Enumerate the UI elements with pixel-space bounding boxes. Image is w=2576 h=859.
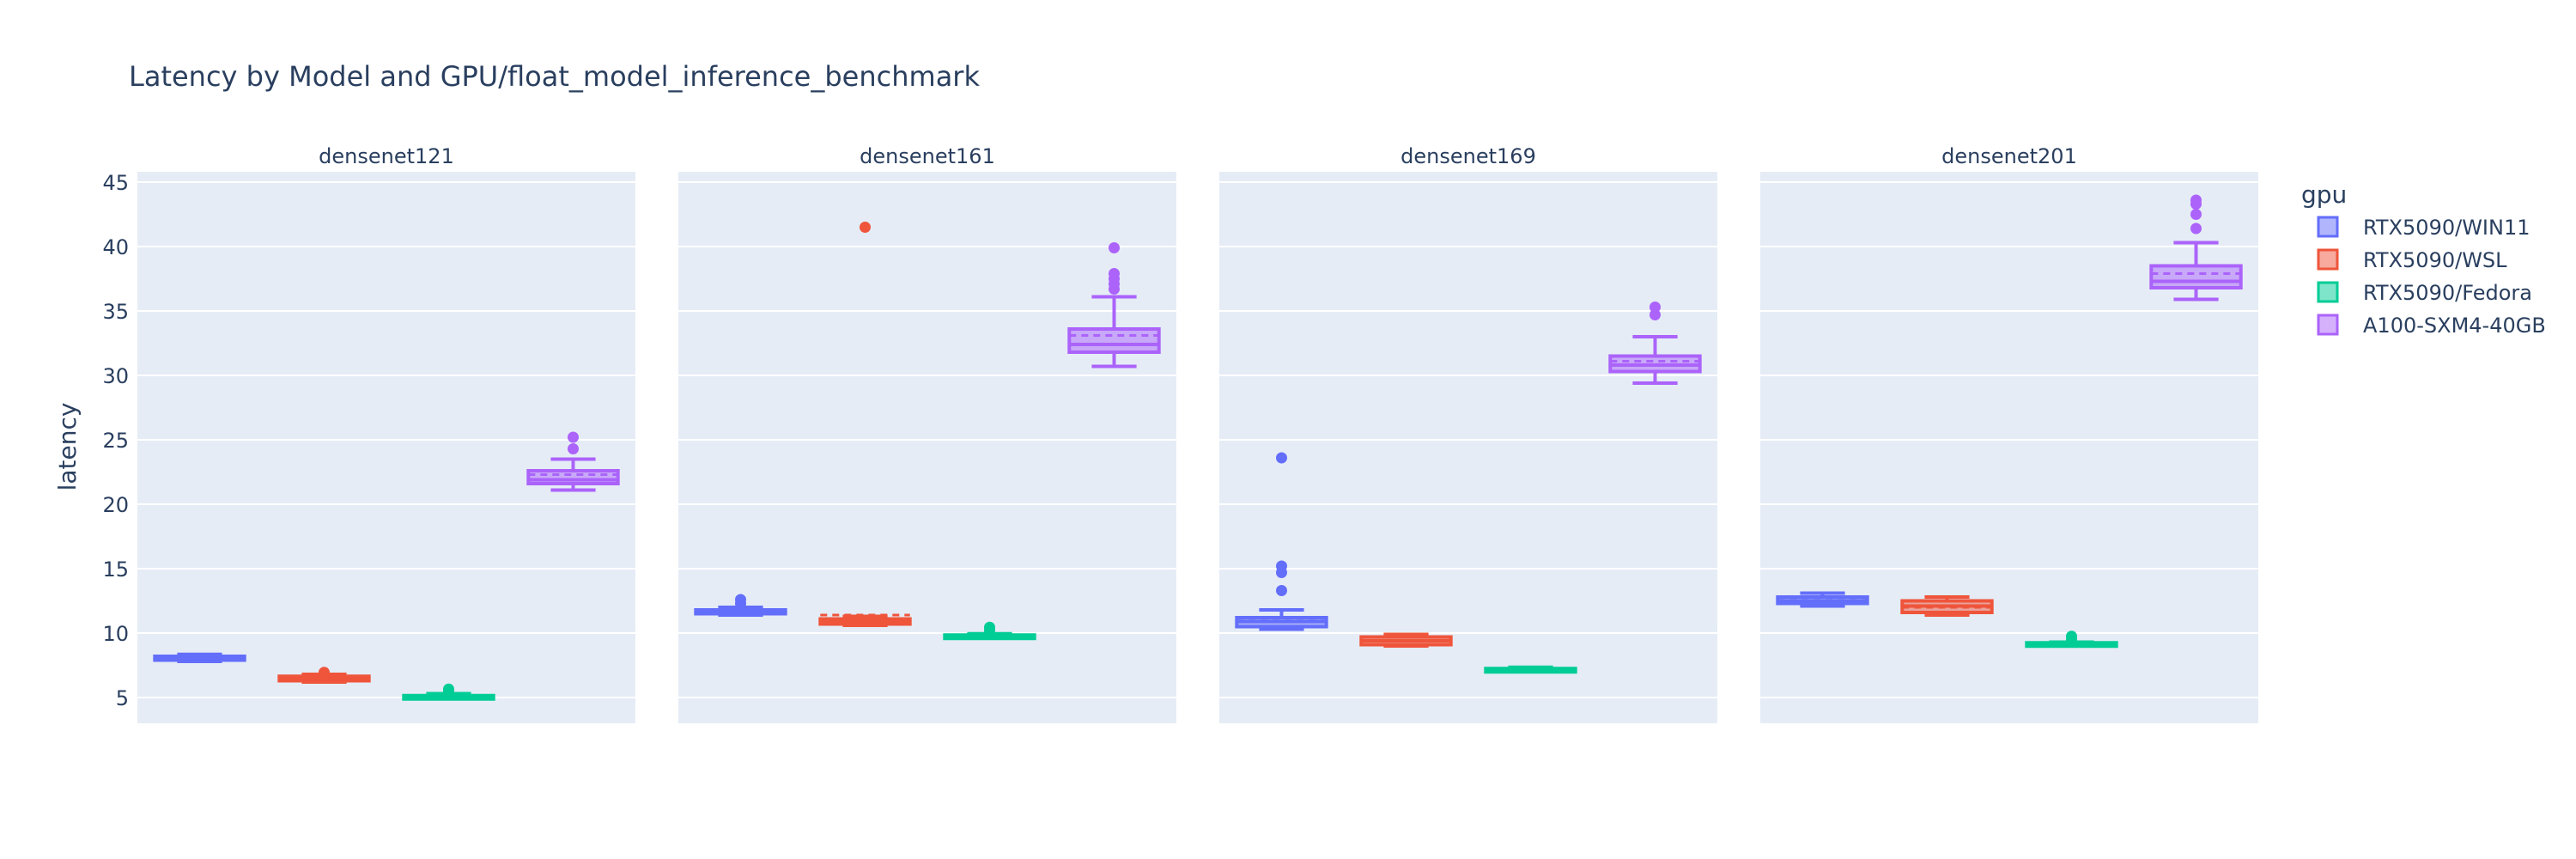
box-A100-SXM4-40GB[interactable] [1608,302,1702,385]
plot-background [678,172,1176,723]
box-iqr[interactable] [526,469,620,485]
box-RTX5090/WSL[interactable] [1359,632,1453,648]
box-RTX5090/WIN11[interactable] [1776,591,1869,608]
y-tick-label: 30 [102,364,129,388]
outlier-point[interactable] [735,594,746,606]
legend-swatch [2317,314,2339,336]
outlier-point[interactable] [443,683,454,695]
legend-items[interactable]: RTX5090/WIN11 RTX5090/WSL RTX5090/Fedora A1… [2317,216,2546,338]
facet-title: densenet169 [1400,144,1536,168]
box-A100-SXM4-40GB[interactable] [2149,194,2243,302]
y-tick-label: 40 [102,235,129,259]
outlier-point[interactable] [2190,194,2202,206]
y-tick-label: 45 [102,171,129,195]
legend-item-RTX5090/WSL[interactable]: RTX5090/WSL [2317,248,2507,272]
box-RTX5090/Fedora[interactable] [2025,631,2118,649]
legend-swatch [2317,248,2339,271]
legend-label: RTX5090/WIN11 [2363,216,2530,240]
y-tick-label: 10 [102,622,129,646]
legend-label: RTX5090/Fedora [2363,281,2532,305]
facet-title: densenet201 [1941,144,2077,168]
legend-item-A100-SXM4-40GB[interactable]: A100-SXM4-40GB [2317,314,2546,338]
outlier-point[interactable] [319,667,330,679]
box-RTX5090/WIN11[interactable] [153,652,246,663]
outlier-point[interactable] [984,621,995,633]
plot-background [137,172,635,723]
facet-panel-densenet201: densenet201 [1760,144,2258,723]
outlier-point[interactable] [1109,268,1120,279]
chart-title: Latency by Model and GPU/float_model_inf… [129,60,980,93]
legend-label: RTX5090/WSL [2363,248,2507,272]
facet-panel-densenet121: densenet121 [137,144,635,723]
outlier-point[interactable] [568,431,579,443]
outlier-point[interactable] [2066,631,2077,643]
y-tick-label: 25 [102,429,129,453]
box-RTX5090/WIN11[interactable] [1235,452,1328,631]
outlier-point[interactable] [1649,302,1661,313]
outlier-point[interactable] [568,443,579,454]
box-RTX5090/Fedora[interactable] [1484,665,1577,674]
y-axis-title: latency [53,403,82,491]
box-A100-SXM4-40GB[interactable] [526,431,620,492]
facet-title: densenet121 [319,144,454,168]
plot-background [1760,172,2258,723]
box-RTX5090/WSL[interactable] [277,667,371,684]
outlier-point[interactable] [1276,452,1287,464]
y-tick-label: 15 [102,557,129,582]
y-axis-ticks: 5 10 15 20 25 30 35 40 45 [102,171,129,710]
facet-panel-densenet169: densenet169 [1219,144,1717,723]
plot-background [1219,172,1717,723]
legend[interactable]: gpu RTX5090/WIN11 RTX5090/WSL RTX5090/Fedo… [2301,180,2546,338]
box-RTX5090/Fedora[interactable] [943,621,1036,641]
outlier-point[interactable] [2190,209,2202,220]
legend-swatch [2317,216,2339,238]
outlier-point[interactable] [1109,242,1120,253]
legend-label: A100-SXM4-40GB [2363,314,2546,338]
legend-item-RTX5090/Fedora[interactable]: RTX5090/Fedora [2317,281,2532,305]
box-RTX5090/WSL[interactable] [1900,595,1994,617]
legend-title: gpu [2301,180,2347,209]
box-RTX5090/Fedora[interactable] [402,683,495,701]
outlier-point[interactable] [1276,560,1287,572]
box-iqr[interactable] [2149,264,2243,289]
legend-item-RTX5090/WIN11[interactable]: RTX5090/WIN11 [2317,216,2530,240]
y-tick-label: 5 [116,686,129,710]
box-iqr[interactable] [1067,327,1161,354]
y-tick-label: 35 [102,300,129,324]
box-RTX5090/WSL[interactable] [818,222,912,627]
box-A100-SXM4-40GB[interactable] [1067,242,1161,369]
outlier-point[interactable] [1276,585,1287,596]
outlier-point[interactable] [1649,309,1661,320]
legend-swatch [2317,281,2339,303]
y-tick-label: 20 [102,493,129,517]
outlier-point[interactable] [2190,222,2202,235]
facet-panel-densenet161: densenet161 [678,144,1176,723]
outlier-point[interactable] [860,222,871,233]
box-RTX5090/WIN11[interactable] [694,594,787,617]
facet-panels: densenet121 densenet161 densenet169 densene… [102,144,2258,723]
facet-title: densenet161 [860,144,995,168]
